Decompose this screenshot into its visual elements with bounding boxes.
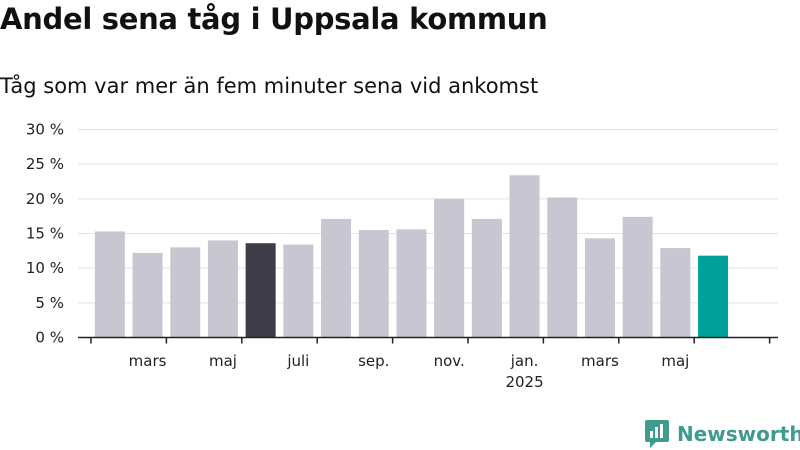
chart-subtitle: Tåg som var mer än fem minuter sena vid … [0,74,539,98]
bar [283,244,314,338]
bar [434,198,465,338]
bar [547,197,578,338]
bar [584,238,615,338]
bar [245,243,276,338]
bar [660,248,691,338]
newsworthy-logo: Newsworthy [644,419,800,449]
y-tick-label: 5 % [35,294,64,312]
chart-title: Andel sena tåg i Uppsala kommun [0,2,548,36]
x-tick-label: nov. [434,352,465,370]
newsworthy-logo-icon [645,420,669,448]
bar [509,175,540,338]
y-tick-label: 0 % [35,329,64,347]
bar [622,216,653,338]
bar [321,218,352,338]
bar [207,240,238,338]
x-tick-label: juli [286,352,309,370]
y-tick-label: 30 % [26,121,64,139]
bar [358,230,389,338]
x-tick-label: maj [209,352,237,370]
x-tick-label: mars [581,352,619,370]
bar [471,218,502,338]
y-tick-label: 15 % [26,225,64,243]
bar [396,229,427,338]
y-tick-label: 10 % [26,259,64,277]
x-tick-label: mars [129,352,167,370]
y-tick-label: 20 % [26,190,64,208]
bar [698,255,729,338]
newsworthy-logo-text: Newsworthy [677,422,800,446]
x-tick-label: maj [661,352,689,370]
bar [132,252,163,338]
x-tick-sublabel: 2025 [505,373,543,391]
bar [170,247,201,338]
x-tick-label: sep. [358,352,389,370]
x-tick-label: jan. [510,352,539,370]
y-tick-label: 25 % [26,155,64,173]
bar [94,231,125,338]
